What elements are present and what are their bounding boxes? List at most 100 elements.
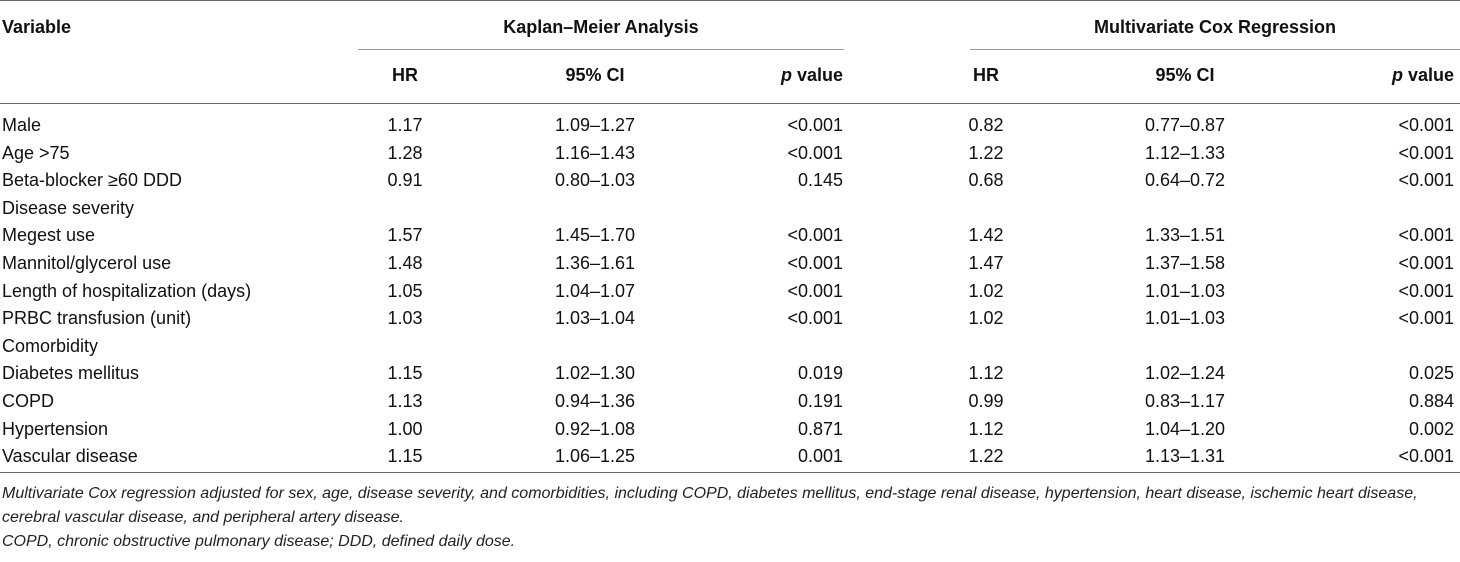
- cell-km-hr: 1.48: [387, 253, 423, 273]
- cell-variable: COPD: [2, 391, 55, 411]
- cell-km-hr: 1.05: [387, 280, 423, 301]
- cell-cox-p: 0.025: [1408, 363, 1454, 384]
- table-row: Male 1.17 1.09–1.27 <0.001 0.82 0.77–0.87 <0.0…: [0, 111, 1460, 139]
- footnote-abbreviations: COPD, chronic obstructive pulmonary dise…: [2, 533, 516, 550]
- cell-cox-ci: 0.83–1.17: [1144, 391, 1226, 411]
- cell-km-ci: 1.02–1.30: [554, 363, 636, 384]
- cell-km-p: 0.001: [797, 446, 843, 467]
- cell-km-p: <0.001: [787, 308, 843, 329]
- table-row: Megest use 1.57 1.45–1.70 <0.001 1.42 1.33–1.…: [0, 221, 1460, 249]
- cell-variable: Vascular disease: [2, 446, 138, 467]
- cell-variable: Male: [2, 115, 42, 135]
- cell-km-hr: 1.15: [387, 363, 423, 384]
- cell-km-ci: 0.94–1.36: [554, 391, 636, 411]
- cell-km-p: <0.001: [787, 253, 843, 273]
- table-row: COPD 1.13 0.94–1.36 0.191 0.99 0.83–1.17 0.884: [0, 387, 1460, 415]
- cell-km-hr: 1.28: [387, 142, 423, 163]
- cell-km-p: 0.145: [797, 170, 843, 191]
- cell-cox-p: 0.884: [1408, 391, 1454, 411]
- cell-variable: Disease severity: [2, 197, 135, 218]
- cell-cox-hr: 0.99: [968, 391, 1004, 411]
- cell-km-p: <0.001: [787, 225, 843, 246]
- cell-km-hr: 1.03: [387, 308, 423, 329]
- cell-km-ci: 0.92–1.08: [554, 418, 636, 439]
- subheader-km-hr: HR: [392, 65, 418, 85]
- subheader-cox-hr: HR: [973, 65, 999, 85]
- cell-cox-hr: 1.02: [968, 308, 1004, 329]
- table-bottom-rule: [0, 472, 1460, 473]
- cell-variable: Diabetes mellitus: [2, 363, 140, 384]
- cell-cox-hr: 1.12: [968, 363, 1004, 384]
- cell-cox-hr: 1.47: [968, 253, 1004, 273]
- cell-variable: Mannitol/glycerol use: [2, 253, 172, 273]
- cell-km-ci: 1.04–1.07: [554, 280, 636, 301]
- cell-km-ci: 1.16–1.43: [554, 142, 636, 163]
- cell-cox-p: <0.001: [1398, 170, 1454, 191]
- header-kaplan-meier: Kaplan–Meier Analysis: [503, 17, 699, 37]
- cell-km-p: <0.001: [787, 280, 843, 301]
- cell-km-hr: 1.57: [387, 225, 423, 246]
- cell-cox-ci: 1.01–1.03: [1144, 308, 1226, 329]
- table-row: PRBC transfusion (unit) 1.03 1.03–1.04 <0.0…: [0, 304, 1460, 332]
- cell-cox-hr: 1.22: [968, 446, 1004, 467]
- cell-variable: Length of hospitalization (days): [2, 280, 252, 301]
- cell-variable: Beta-blocker ≥60 DDD: [2, 170, 182, 191]
- cell-cox-hr: 0.82: [968, 115, 1004, 135]
- cell-variable: Hypertension: [2, 418, 109, 439]
- table-top-rule: [0, 0, 1460, 1]
- subheader-cox-p-value: p value: [1340, 64, 1454, 86]
- p-value-text: value: [791, 65, 843, 85]
- cell-km-ci: 1.09–1.27: [554, 115, 636, 135]
- cell-km-p: 0.191: [797, 391, 843, 411]
- cell-cox-p: <0.001: [1398, 446, 1454, 467]
- cell-km-ci: 1.36–1.61: [554, 253, 636, 273]
- cell-km-hr: 1.00: [387, 418, 423, 439]
- cell-cox-ci: 1.04–1.20: [1144, 418, 1226, 439]
- table-row: Age >75 1.28 1.16–1.43 <0.001 1.22 1.12–1.33 <…: [0, 139, 1460, 167]
- cell-km-hr: 0.91: [387, 170, 423, 191]
- cell-cox-ci: 1.33–1.51: [1144, 225, 1226, 246]
- cell-cox-ci: 1.13–1.31: [1144, 446, 1226, 467]
- p-italic: p: [780, 65, 792, 85]
- table-row: Diabetes mellitus 1.15 1.02–1.30 0.019 1.12 1…: [0, 359, 1460, 387]
- p-italic: p: [1391, 65, 1403, 85]
- header-variable: Variable: [2, 17, 72, 37]
- cell-cox-hr: 1.02: [968, 280, 1004, 301]
- cell-cox-ci: 1.01–1.03: [1144, 280, 1226, 301]
- cell-km-p: 0.019: [797, 363, 843, 384]
- cell-cox-p: 0.002: [1408, 418, 1454, 439]
- subheader-km-p-value: p value: [740, 64, 843, 86]
- subheader-km-ci: 95% CI: [565, 65, 625, 85]
- cell-km-ci: 0.80–1.03: [554, 170, 636, 191]
- cell-variable: Megest use: [2, 225, 96, 246]
- cell-cox-ci: 1.02–1.24: [1144, 363, 1226, 384]
- cell-cox-hr: 1.12: [968, 418, 1004, 439]
- cell-km-ci: 1.06–1.25: [554, 446, 636, 467]
- cell-cox-p: <0.001: [1398, 253, 1454, 273]
- cell-cox-p: <0.001: [1398, 308, 1454, 329]
- footnote-adjustment: Multivariate Cox regression adjusted for…: [2, 485, 1418, 526]
- table-row: Beta-blocker ≥60 DDD 0.91 0.80–1.03 0.145 0.…: [0, 166, 1460, 194]
- header-cox-regression: Multivariate Cox Regression: [1093, 17, 1337, 37]
- table-row: Mannitol/glycerol use 1.48 1.36–1.61 <0.001…: [0, 249, 1460, 277]
- cell-cox-ci: 1.12–1.33: [1144, 142, 1226, 163]
- cell-km-p: <0.001: [787, 115, 843, 135]
- subheader-cox-ci: 95% CI: [1155, 65, 1215, 85]
- cell-cox-hr: 1.22: [968, 142, 1004, 163]
- cell-km-p: 0.871: [797, 418, 843, 439]
- cell-cox-ci: 1.37–1.58: [1144, 253, 1226, 273]
- cell-variable: Age >75: [2, 142, 70, 163]
- table-row: Hypertension 1.00 0.92–1.08 0.871 1.12 1.04–1…: [0, 415, 1460, 443]
- table-row: Vascular disease 1.15 1.06–1.25 0.001 1.22 1.…: [0, 442, 1460, 470]
- p-value-text: value: [1402, 65, 1454, 85]
- cox-group-rule: [970, 49, 1460, 50]
- cell-variable: PRBC transfusion (unit): [2, 308, 192, 329]
- table-row: Comorbidity: [0, 332, 1460, 360]
- header-bottom-rule: [0, 103, 1460, 104]
- cell-cox-ci: 0.64–0.72: [1144, 170, 1226, 191]
- table-row: Length of hospitalization (days) 1.05 1.04…: [0, 277, 1460, 305]
- cell-km-p: <0.001: [787, 142, 843, 163]
- cell-km-hr: 1.13: [387, 391, 423, 411]
- cell-cox-p: <0.001: [1398, 142, 1454, 163]
- cell-cox-p: <0.001: [1398, 225, 1454, 246]
